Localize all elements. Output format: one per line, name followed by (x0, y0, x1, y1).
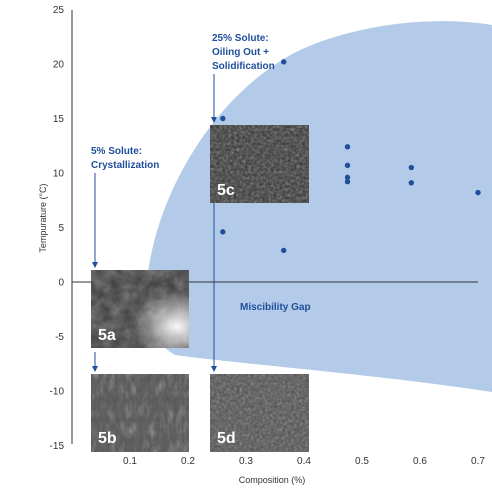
data-point (344, 174, 351, 181)
x-tick-label: 0.2 (181, 456, 195, 467)
annotation-25-line2: Oiling Out + (212, 47, 269, 58)
data-point (408, 164, 414, 171)
x-tick-label: 0.3 (239, 456, 253, 467)
photo-5c-label: 5c (217, 182, 235, 199)
x-axis-title: Composition (%) (239, 475, 306, 485)
x-ticks: 0.1 0.2 0.3 0.4 0.5 0.6 0.7 (123, 456, 485, 467)
photo-5b-label: 5b (98, 430, 117, 447)
y-ticks: 25 20 15 10 5 0 -5 -10 -15 (50, 5, 65, 452)
y-tick-label: 5 (58, 223, 64, 234)
data-point (344, 179, 351, 185)
x-tick-label: 0.6 (413, 456, 427, 467)
annotation-25-line3: Solidification (212, 61, 275, 72)
region-label: Miscibility Gap (240, 302, 311, 313)
data-point (408, 180, 414, 186)
x-tick-label: 0.4 (297, 456, 311, 467)
miscibility-gap-region (146, 21, 492, 392)
photo-5c: 5c (210, 125, 309, 203)
y-tick-label: -5 (55, 332, 64, 343)
y-tick-label: -15 (50, 441, 65, 452)
photo-5d: 5d (210, 374, 309, 452)
annotation-25-line1: 25% Solute: (212, 33, 269, 44)
x-tick-label: 0.1 (123, 456, 137, 467)
data-point (281, 59, 287, 65)
photo-5a: 5a (91, 270, 189, 348)
y-tick-label: 15 (53, 114, 65, 125)
photo-5a-label: 5a (98, 327, 116, 344)
y-tick-label: 25 (53, 5, 65, 16)
data-point (281, 247, 287, 254)
annotation-5-line2: Crystallization (91, 160, 159, 171)
y-tick-label: -10 (50, 387, 65, 398)
y-tick-label: 20 (53, 60, 65, 71)
data-point (344, 162, 351, 169)
data-points (220, 59, 481, 254)
photo-5d-label: 5d (217, 430, 236, 447)
x-tick-label: 0.7 (471, 456, 485, 467)
data-point (344, 144, 351, 150)
data-point (220, 115, 226, 122)
data-point (220, 229, 226, 235)
photo-5b: 5b (91, 374, 189, 452)
y-axis-title: Tempurature (°C) (38, 183, 48, 252)
data-point (475, 189, 481, 196)
y-tick-label: 10 (53, 169, 65, 180)
x-tick-label: 0.5 (355, 456, 369, 467)
y-tick-label: 0 (58, 278, 64, 289)
annotation-5-line1: 5% Solute: (91, 146, 142, 157)
